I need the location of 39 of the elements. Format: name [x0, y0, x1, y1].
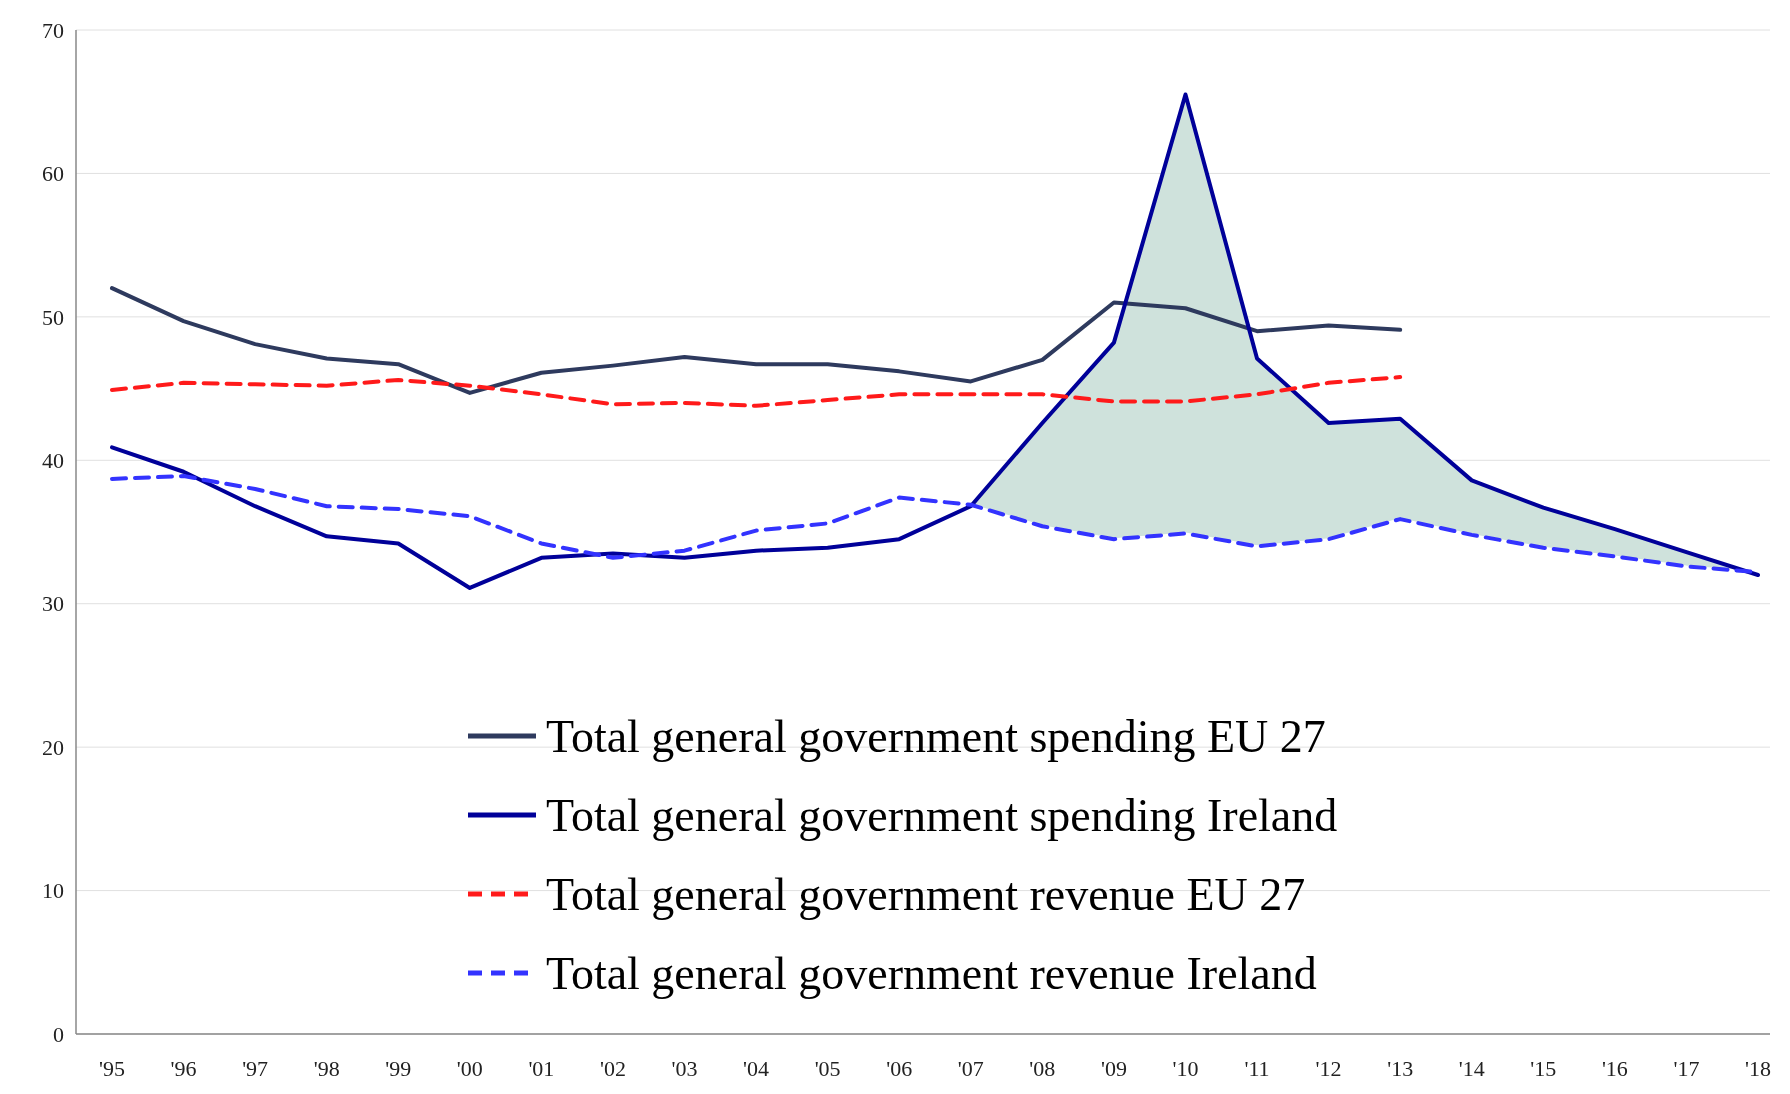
- x-tick-label: '18: [1745, 1056, 1771, 1081]
- x-tick-label: '06: [886, 1056, 913, 1081]
- y-tick-label: 30: [42, 591, 64, 617]
- legend-label: Total general government spending Ireland: [546, 790, 1338, 842]
- line-series: [110, 92, 1760, 590]
- legend-label: Total general government revenue EU 27: [546, 869, 1306, 921]
- y-tick-label: 40: [42, 447, 64, 473]
- x-tick-label: '11: [1244, 1056, 1270, 1081]
- x-tick-label: '99: [385, 1056, 412, 1081]
- x-tick-label: '14: [1458, 1056, 1485, 1081]
- x-tick-label: '04: [743, 1056, 770, 1081]
- x-tick-label: '13: [1387, 1056, 1414, 1081]
- y-tick-label: 0: [53, 1021, 64, 1047]
- legend-label: Total general government revenue Ireland: [546, 948, 1317, 1000]
- y-tick-label: 20: [42, 734, 64, 760]
- x-tick-label: '00: [456, 1056, 483, 1081]
- x-tick-label: '09: [1100, 1056, 1127, 1081]
- x-tick-label: '95: [99, 1056, 125, 1081]
- line-series: [110, 375, 1403, 408]
- x-tick-label: '07: [957, 1056, 984, 1081]
- y-tick-label: 60: [42, 161, 64, 187]
- x-tick-label: '01: [528, 1056, 555, 1081]
- x-tick-label: '10: [1172, 1056, 1199, 1081]
- y-tick-label: 50: [42, 304, 64, 330]
- x-tick-label: '98: [313, 1056, 340, 1081]
- x-tick-label: '02: [599, 1056, 626, 1081]
- legend-label: Total general government spending EU 27: [546, 711, 1326, 763]
- x-tick-label: '08: [1029, 1056, 1056, 1081]
- y-tick-label: 10: [42, 878, 64, 904]
- x-tick-label: '03: [671, 1056, 698, 1081]
- x-tick-label: '97: [242, 1056, 269, 1081]
- x-tick-label: '12: [1315, 1056, 1342, 1081]
- x-tick-label: '96: [170, 1056, 197, 1081]
- line-series: [110, 286, 1403, 395]
- x-tick-label: '05: [814, 1056, 841, 1081]
- y-tick-label: 70: [42, 17, 64, 43]
- x-tick-label: '16: [1601, 1056, 1628, 1081]
- x-tick-label: '17: [1673, 1056, 1700, 1081]
- x-tick-label: '15: [1530, 1056, 1557, 1081]
